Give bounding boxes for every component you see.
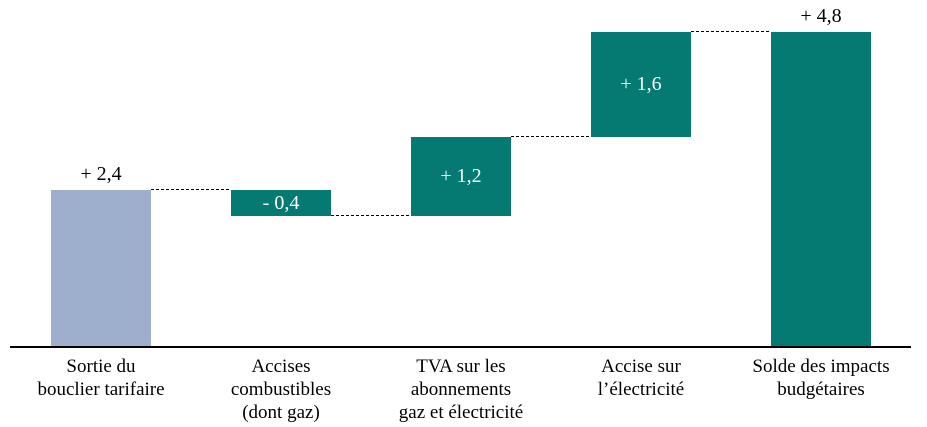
category-label: Accises combustibles (dont gaz): [230, 356, 332, 423]
waterfall-bar-3: [411, 137, 511, 216]
x-axis-line: [10, 346, 911, 348]
connector-dashed-line: [331, 214, 411, 216]
connector-dashed-line: [691, 31, 771, 33]
bar-value-label: + 1,2: [440, 165, 482, 188]
category-label: Sortie du bouclier tarifaire: [37, 356, 165, 400]
category-label: TVA sur les abonnements gaz et électrici…: [398, 356, 524, 423]
bar-value-label: + 2,4: [80, 162, 122, 185]
waterfall-bar-4: [591, 32, 691, 138]
bar-value-label: + 1,6: [620, 73, 662, 96]
connector-dashed-line: [511, 136, 591, 138]
waterfall-bar-2: [231, 189, 331, 216]
category-label: Solde des impacts budgétaires: [752, 356, 890, 400]
category-label: Accise sur l’électricité: [597, 356, 685, 400]
bar-value-label: + 4,8: [800, 5, 842, 28]
bar-value-label: - 0,4: [262, 191, 300, 214]
waterfall-bar-1: [51, 189, 151, 347]
waterfall-bar-5: [771, 32, 871, 347]
connector-dashed-line: [151, 188, 231, 190]
